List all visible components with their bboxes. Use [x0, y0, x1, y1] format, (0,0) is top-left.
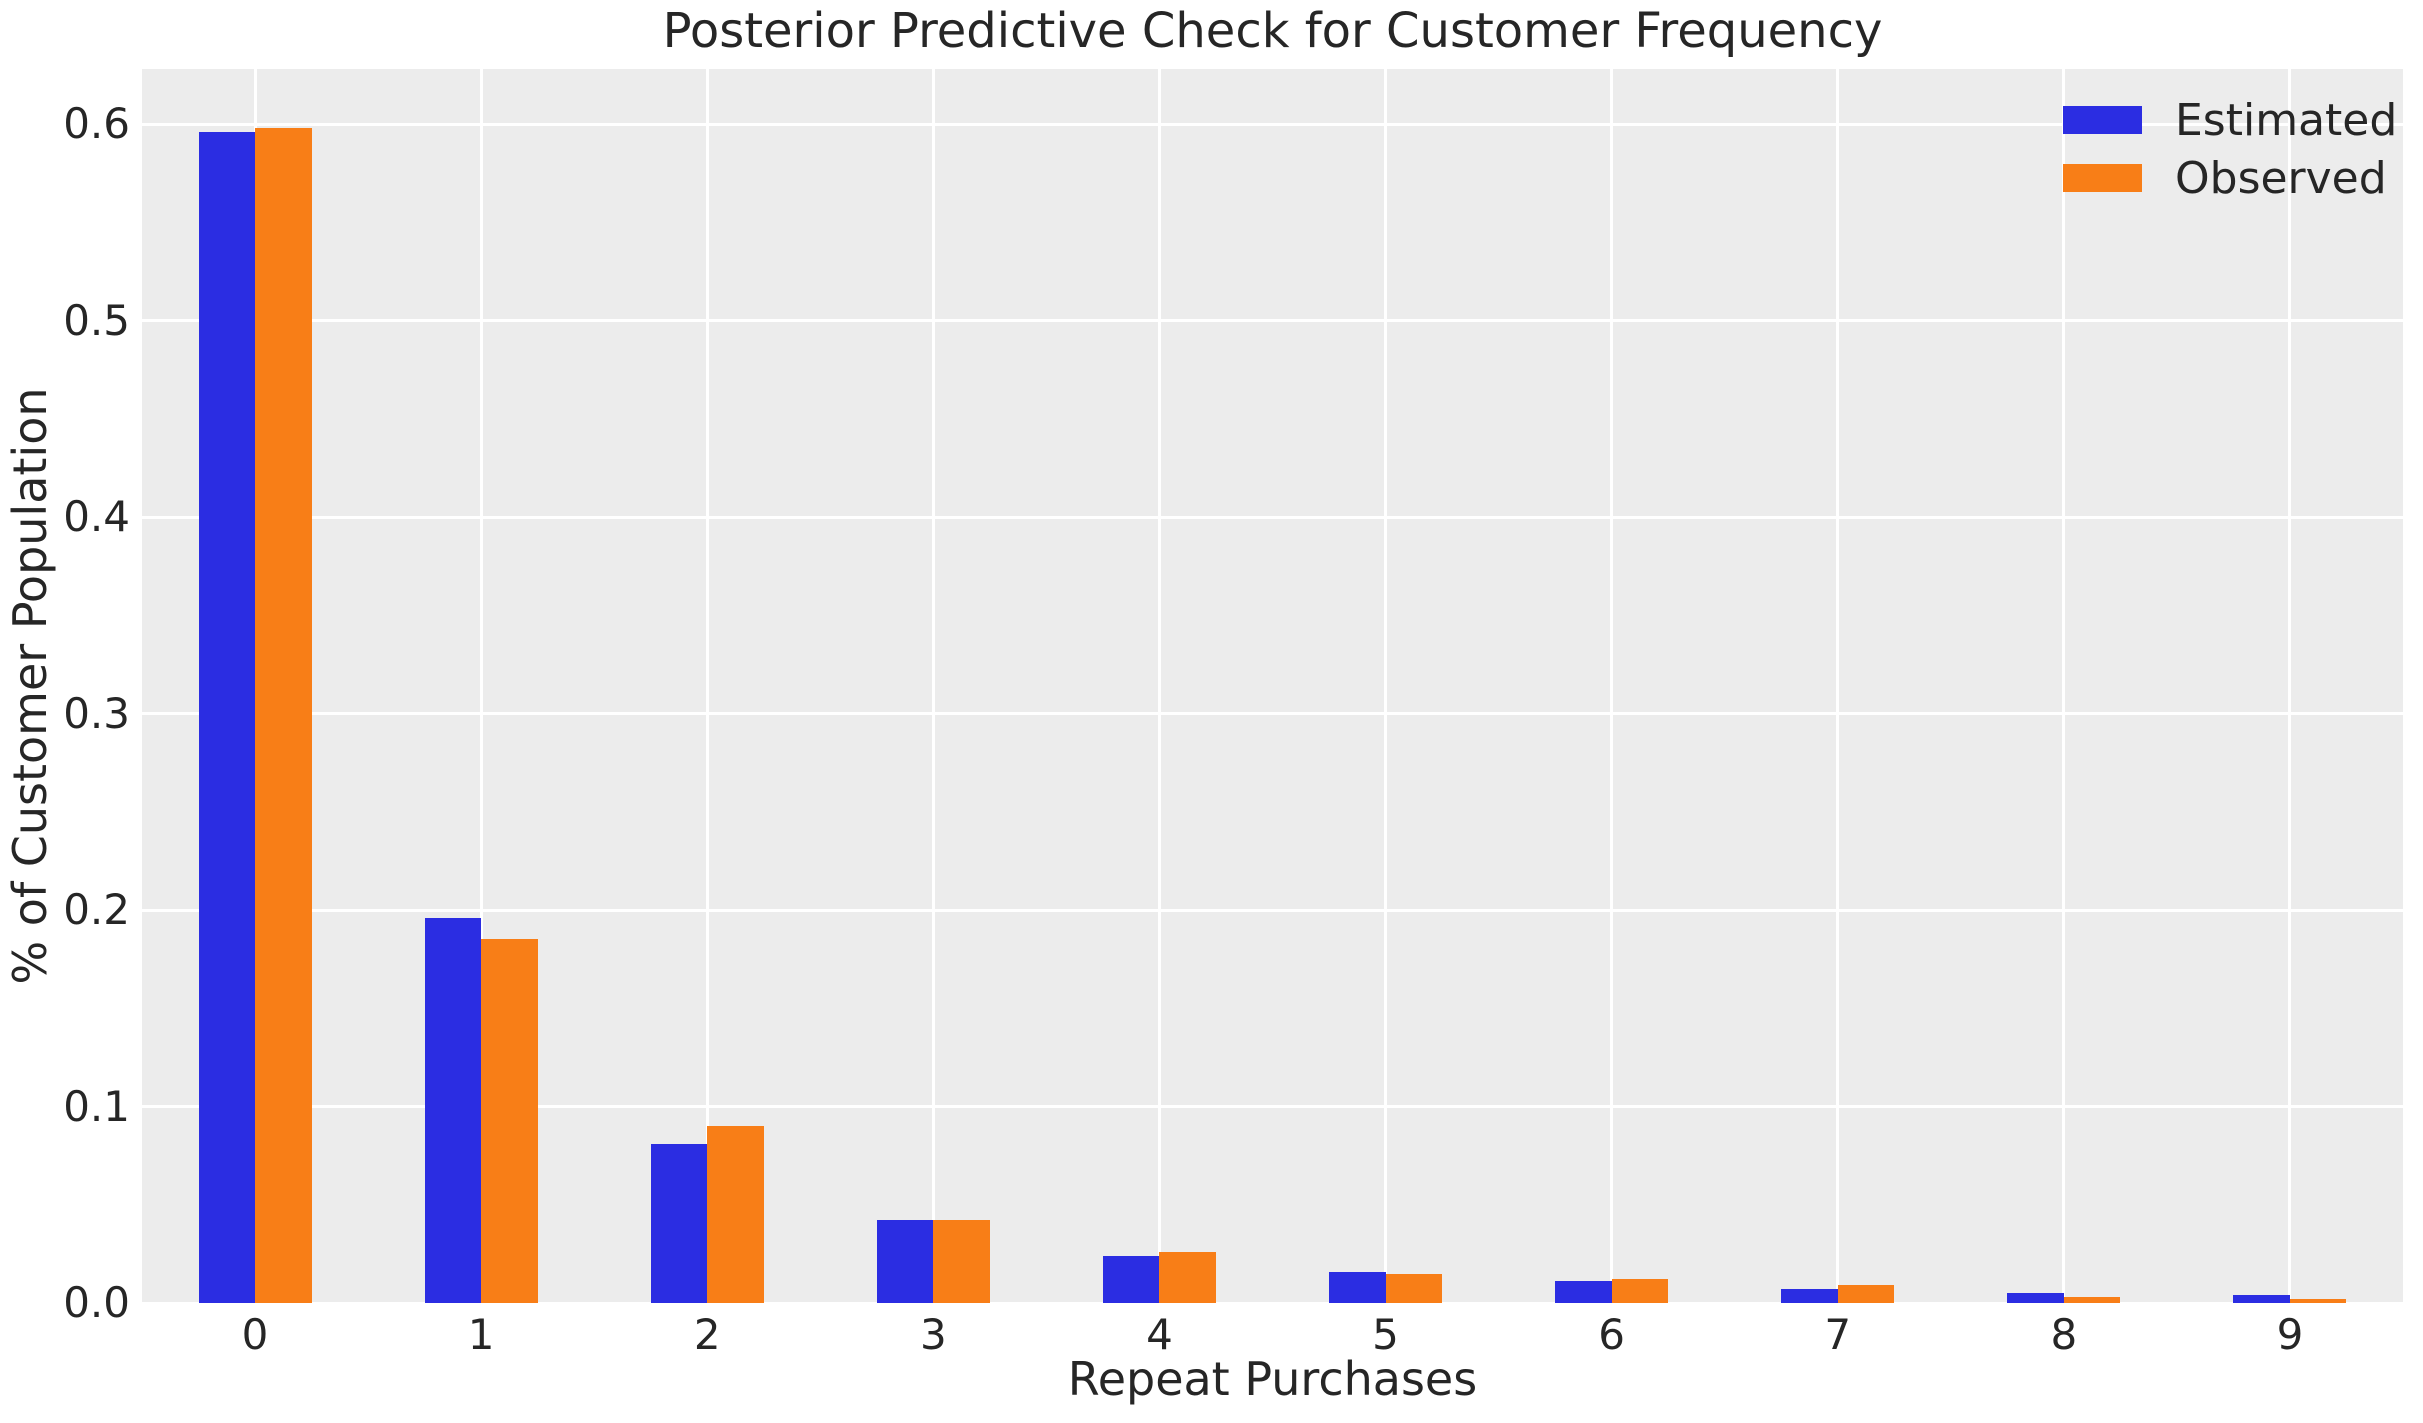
- gridline-vertical: [2062, 69, 2066, 1303]
- bar-estimated-5: [1329, 1271, 1386, 1303]
- y-tick-label: 0.4: [63, 492, 130, 541]
- bar-estimated-9: [2233, 1295, 2290, 1303]
- x-tick-label: 5: [1372, 1310, 1399, 1359]
- bar-observed-8: [2063, 1297, 2121, 1303]
- x-axis-label: Repeat Purchases: [1067, 1352, 1478, 1406]
- gridline-horizontal: [142, 515, 2403, 519]
- gridline-vertical: [705, 69, 709, 1303]
- x-tick-label: 0: [241, 1310, 269, 1359]
- x-tick-label: 2: [693, 1310, 721, 1359]
- y-tick-label: 0.1: [63, 1081, 130, 1131]
- bar-estimated-2: [650, 1143, 708, 1303]
- gridline-vertical: [1384, 69, 1388, 1303]
- bar-estimated-6: [1555, 1281, 1612, 1303]
- gridline-vertical: [2288, 69, 2292, 1303]
- gridline-vertical: [479, 69, 483, 1303]
- plot-area: [142, 69, 2403, 1305]
- bar-estimated-3: [876, 1220, 934, 1303]
- bar-estimated-8: [2007, 1293, 2064, 1303]
- bar-estimated-0: [198, 131, 256, 1303]
- y-axis-label: % of Customer Population: [3, 387, 57, 985]
- gridline-horizontal: [142, 1301, 2403, 1305]
- x-tick-label: 6: [1598, 1310, 1625, 1359]
- gridline-horizontal: [142, 319, 2403, 323]
- gridline-vertical: [1610, 69, 1614, 1303]
- legend-label-observed: Observed: [2175, 152, 2387, 204]
- x-tick-label: 4: [1146, 1310, 1173, 1359]
- y-tick-label: 0.6: [63, 99, 130, 149]
- gridline-horizontal: [142, 712, 2403, 716]
- gridline-horizontal: [142, 908, 2403, 912]
- legend-swatch-estimated: [2063, 106, 2142, 134]
- y-tick-label: 0.5: [63, 295, 130, 345]
- bar-observed-3: [933, 1220, 990, 1303]
- bar-observed-7: [1837, 1285, 1895, 1303]
- bar-observed-5: [1385, 1273, 1443, 1303]
- bar-estimated-4: [1102, 1255, 1160, 1303]
- gridline-vertical: [931, 69, 935, 1303]
- bar-observed-9: [2289, 1299, 2347, 1303]
- bar-observed-2: [707, 1126, 764, 1303]
- x-tick-label: 3: [919, 1310, 947, 1359]
- x-tick-label: 1: [467, 1310, 495, 1359]
- y-tick-label: 0.0: [63, 1278, 130, 1327]
- legend-swatch-observed: [2063, 164, 2142, 192]
- legend: Estimated Observed: [2063, 94, 2398, 212]
- x-tick-label: 9: [2276, 1310, 2304, 1359]
- gridline-vertical: [1836, 69, 1840, 1303]
- bar-estimated-1: [424, 917, 482, 1303]
- y-tick-label: 0.3: [63, 688, 130, 738]
- gridline-vertical: [1157, 69, 1161, 1303]
- y-tick-label: 0.2: [63, 885, 130, 934]
- bar-estimated-7: [1781, 1289, 1838, 1303]
- gridline-horizontal: [142, 1105, 2403, 1109]
- legend-item-estimated: Estimated: [2063, 94, 2398, 146]
- bar-observed-1: [481, 939, 538, 1303]
- x-tick-label: 8: [2050, 1310, 2078, 1359]
- chart-title: Posterior Predictive Check for Customer …: [662, 3, 1883, 59]
- bar-observed-6: [1611, 1279, 1669, 1303]
- legend-item-observed: Observed: [2063, 152, 2397, 204]
- gridline-horizontal: [142, 122, 2403, 126]
- legend-label-estimated: Estimated: [2175, 94, 2398, 146]
- bar-observed-4: [1159, 1251, 1216, 1303]
- x-tick-label: 7: [1824, 1310, 1852, 1359]
- bar-observed-0: [255, 127, 312, 1303]
